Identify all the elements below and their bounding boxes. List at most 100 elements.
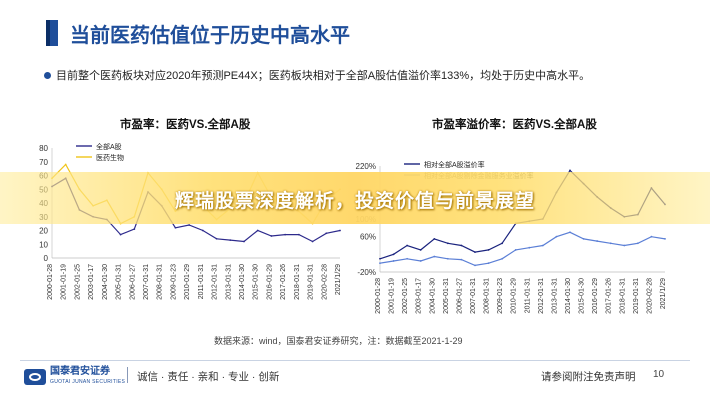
data-point (406, 244, 409, 247)
data-point (64, 163, 67, 166)
data-point (609, 242, 612, 245)
data-point (215, 237, 218, 240)
x-tick-label: 2019-01-31 (633, 278, 640, 314)
data-point (596, 240, 599, 242)
x-tick-label: 2019-01-31 (308, 264, 315, 300)
x-tick-label: 2011-01-31 (524, 278, 531, 313)
data-point (636, 242, 639, 245)
series-line-2 (379, 231, 666, 267)
data-point (460, 244, 463, 247)
x-tick-label: 2021/1/29 (335, 264, 342, 295)
y-tick-label: 20 (39, 227, 48, 236)
company-logo: 国泰君安证券 GUOTAI JUNAN SECURITIES (24, 367, 125, 387)
data-point (243, 240, 245, 243)
data-point (514, 249, 517, 251)
data-point (419, 249, 422, 251)
data-point (474, 264, 476, 267)
y-tick-label: -20% (357, 268, 376, 277)
x-tick-label: 2004-01-30 (429, 278, 436, 314)
chart-title-left: 市盈率：医药VS.全部A股 (120, 119, 251, 131)
x-tick-label: 2014-01-30 (239, 264, 246, 300)
logo-icon (24, 369, 46, 385)
data-point (284, 233, 287, 236)
x-tick-label: 2016-01-29 (592, 278, 599, 314)
data-point (501, 242, 504, 245)
data-point (541, 244, 544, 247)
x-tick-label: 2007-01-31 (143, 264, 150, 300)
data-point (419, 260, 422, 262)
x-tick-label: 2018-01-31 (294, 264, 301, 300)
data-point (501, 257, 504, 260)
page-number: 10 (653, 369, 665, 380)
x-tick-label: 2010-01-29 (511, 278, 518, 314)
data-point (623, 244, 626, 247)
data-point (392, 260, 395, 262)
x-tick-label: 2014-01-30 (565, 278, 572, 314)
data-point (174, 226, 177, 229)
x-tick-label: 2017-01-26 (280, 264, 287, 300)
x-tick-label: 2003-01-17 (88, 264, 95, 300)
data-point (446, 242, 449, 245)
data-point (487, 249, 490, 251)
x-tick-label: 2006-01-27 (456, 278, 463, 314)
y-tick-label: 80 (39, 144, 48, 153)
data-point (555, 235, 558, 238)
data-point (201, 229, 204, 232)
data-point (270, 235, 273, 237)
x-tick-label: 2007-01-31 (470, 278, 477, 314)
data-point (569, 231, 571, 234)
data-point (406, 257, 409, 260)
x-tick-label: 2009-01-23 (497, 278, 504, 314)
data-point (487, 262, 490, 265)
data-point (311, 240, 314, 243)
x-tick-label: 2016-01-29 (266, 264, 273, 300)
overlay-banner-text: 辉瑞股票深度解析，投资价值与前景展望 (174, 191, 535, 212)
x-tick-label: 2005-01-31 (116, 264, 123, 300)
data-point (325, 232, 328, 235)
x-tick-label: 2005-01-31 (443, 278, 450, 314)
x-tick-label: 2017-01-26 (606, 278, 613, 314)
legend-label: 相对全部A股溢价率 (424, 160, 485, 169)
x-tick-label: 2018-01-31 (619, 278, 626, 314)
x-tick-label: 2015-01-30 (253, 264, 260, 300)
x-tick-label: 2002-01-25 (74, 264, 81, 300)
x-tick-label: 2013-01-31 (551, 278, 558, 314)
data-point (433, 255, 436, 258)
data-point (133, 228, 136, 231)
data-point (569, 169, 571, 172)
company-motto: 诚信 · 责任 · 亲和 · 专业 · 创新 (137, 371, 280, 383)
x-tick-label: 2000-01-28 (47, 264, 54, 300)
logo-subtitle: GUOTAI JUNAN SECURITIES (50, 379, 126, 385)
summary-text: 目前整个医药板块对应2020年预测PE44X；医药板块相对于全部A股估值溢价率1… (56, 70, 591, 82)
data-point (379, 257, 381, 260)
chart-title-right: 市盈率溢价率：医药VS.全部A股 (432, 119, 597, 131)
data-point (433, 237, 436, 240)
legend-label: 全部A股 (96, 142, 122, 151)
y-tick-label: 10 (39, 240, 48, 249)
x-tick-label: 2006-01-27 (129, 264, 136, 300)
title-accent-stripe (46, 20, 50, 46)
x-tick-label: 2008-01-31 (157, 264, 164, 300)
x-tick-label: 2008-01-31 (484, 278, 491, 314)
logo-name: 国泰君安证券 (50, 366, 110, 377)
x-tick-label: 2012-01-31 (212, 264, 219, 300)
data-point (119, 233, 122, 236)
disclaimer-text: 请参阅附注免责声明 (541, 371, 636, 383)
data-point (392, 253, 395, 256)
x-tick-label: 2001-01-19 (61, 264, 68, 300)
data-point (297, 233, 300, 236)
x-tick-label: 2012-01-31 (538, 278, 545, 314)
data-point (582, 237, 585, 240)
x-tick-label: 2003-01-17 (416, 278, 423, 314)
x-tick-label: 2002-01-25 (402, 278, 409, 314)
footer-divider (20, 360, 690, 361)
footer-separator (127, 367, 128, 383)
x-tick-label: 2001-01-19 (389, 278, 396, 314)
x-tick-label: 2020-02-28 (646, 278, 653, 314)
data-point (474, 251, 476, 254)
x-tick-label: 2020-02-28 (321, 264, 328, 300)
x-tick-label: 2010-01-29 (184, 264, 191, 300)
data-point (379, 262, 381, 265)
overlay-banner (0, 172, 710, 224)
legend-label: 医药生物 (96, 153, 124, 162)
